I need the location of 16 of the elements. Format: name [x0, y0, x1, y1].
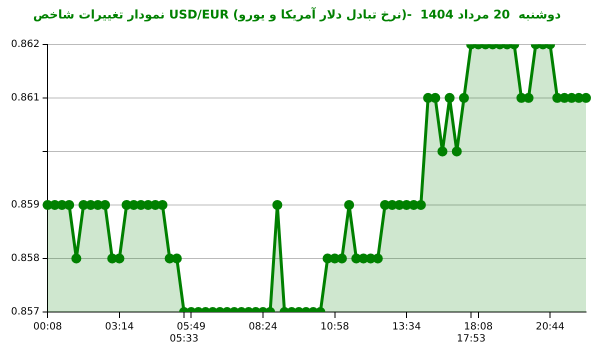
x-tick-label: 17:53 — [456, 334, 486, 345]
y-tick-label: 0.859 — [10, 200, 40, 211]
x-tick-label: 10:58 — [320, 322, 350, 333]
x-tick-label: 08:24 — [248, 322, 278, 333]
x-tick-label: 13:34 — [392, 322, 421, 333]
y-tick-label: 0.862 — [10, 38, 40, 50]
y-tick-label: 0.858 — [10, 253, 40, 264]
x-tick-label: 00:08 — [33, 322, 62, 333]
x-tick-label: 03:14 — [104, 322, 134, 333]
x-tick-label: 05:33 — [170, 334, 198, 345]
y-tick-label: 0.861 — [10, 92, 40, 104]
y-tick-label: 0.857 — [10, 306, 40, 318]
chart-title: نمودار تغییرات شاخص USD/EUR (نرخ تبادل دلار آمریکا و یورو)- دوشنبه 20 مرداد 1404 — [33, 6, 561, 22]
x-tick-label: 18:08 — [464, 322, 493, 333]
x-tick-label: 05:49 — [176, 322, 206, 333]
x-tick-label: 20:44 — [536, 322, 565, 333]
